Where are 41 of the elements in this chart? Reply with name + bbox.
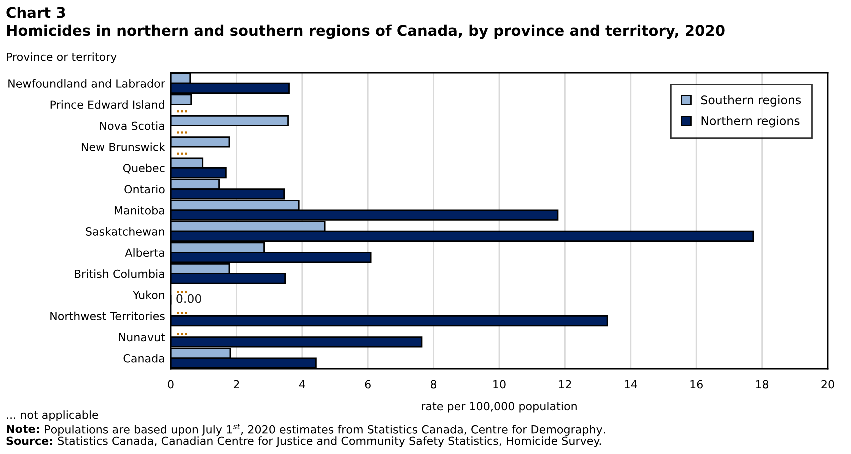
chart-subtitle: Homicides in northern and southern regions of Canada, by province and territory, 2020 [7, 24, 725, 40]
text: Note: Populations are based upon July 1$^{st}$, 2020 estimates from Statistics Canada, Centre for Demography. [7, 424, 606, 436]
x-tick-label: 16 [690, 380, 703, 389]
text: ... [177, 291, 188, 294]
x-tick-label: 20 [822, 380, 834, 389]
source-note: Source: Statistics Canada, Canadian Centre for Justice and Community Safety Statistics, Homicide Survey. [6, 436, 602, 448]
text: ... not applicable [7, 410, 98, 422]
x-tick-label: 8 [431, 380, 437, 389]
legend-label: Southern regions [701, 95, 802, 107]
data-label: 0.00 [176, 294, 202, 304]
x-tick-label: 6 [365, 380, 371, 389]
y-tick-label: Manitoba [114, 206, 164, 215]
text: ... [177, 132, 188, 134]
text: ... [177, 110, 188, 113]
y-tick-label: Newfoundland and Labrador [8, 79, 166, 88]
y-tick-label: New Brunswick [82, 142, 166, 152]
y-tick-label: Ontario [124, 185, 165, 194]
y-tick-label: British Columbia [74, 270, 164, 278]
text: ... [177, 312, 188, 314]
y-tick-label: Nunavut [119, 333, 166, 342]
text: ... [177, 333, 188, 336]
x-tick-label: 12 [559, 380, 572, 389]
legend-label: Northern regions [702, 116, 800, 128]
y-tick-label: Alberta [125, 248, 164, 258]
y-tick-label: Nova Scotia [100, 122, 164, 130]
x-tick-label: 2 [234, 380, 240, 389]
y-axis-title: Province or territory [7, 52, 117, 64]
y-tick-label: Quebec [123, 164, 165, 174]
x-tick-label: 10 [494, 380, 506, 389]
text: Chart 3 [6, 6, 66, 18]
text: ... [177, 152, 188, 155]
y-tick-label: Saskatchewan [86, 227, 164, 236]
x-tick-label: 0 [168, 380, 174, 389]
x-tick-label: 18 [756, 380, 769, 389]
x-tick-label: 4 [299, 380, 306, 389]
y-tick-label: Yukon [133, 290, 165, 300]
x-tick-label: 14 [625, 380, 638, 389]
x-axis-title: rate per 100,000 population [422, 402, 577, 413]
y-tick-label: Northwest Territories [50, 312, 165, 321]
y-tick-label: Prince Edward Island [50, 100, 164, 110]
y-tick-label: Canada [124, 354, 164, 363]
